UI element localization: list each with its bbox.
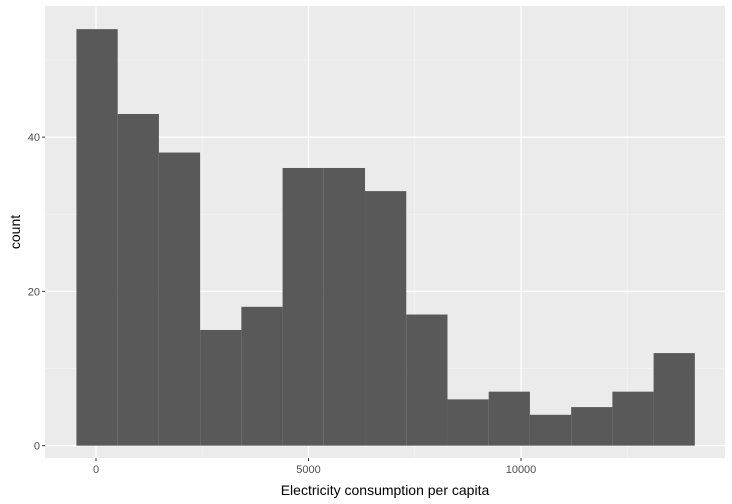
x-tick-label: 0 (93, 464, 99, 476)
y-tick-label: 40 (28, 132, 40, 144)
x-axis-title: Electricity consumption per capita (281, 482, 490, 498)
y-tick-label: 0 (34, 441, 40, 453)
y-tick-label: 20 (28, 286, 40, 298)
x-axis: 0 5000 10000 (93, 458, 536, 476)
histogram-bar (282, 167, 324, 446)
y-axis: 0 20 40 (28, 132, 45, 453)
histogram-bar (571, 407, 613, 446)
histogram-bar (241, 306, 283, 446)
x-tick-label: 10000 (506, 464, 537, 476)
x-tick-label: 5000 (296, 464, 320, 476)
histogram-bar (76, 29, 118, 446)
histogram-bars (76, 29, 695, 446)
histogram-bar (612, 391, 654, 446)
y-axis-title: count (7, 215, 23, 249)
histogram-bar (447, 399, 489, 446)
histogram-bar (117, 113, 159, 446)
histogram-bar (488, 391, 530, 446)
histogram-bar (158, 152, 201, 446)
histogram-bar (529, 414, 572, 446)
histogram-bar (406, 314, 448, 446)
histogram-bar (365, 191, 407, 446)
histogram-bar (653, 353, 695, 446)
histogram-bar (323, 167, 366, 446)
histogram-bar (200, 329, 242, 446)
